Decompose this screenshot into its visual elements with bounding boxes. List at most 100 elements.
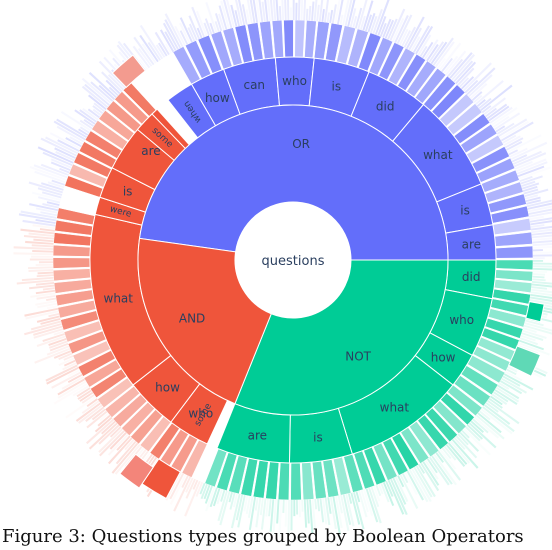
- outer-sliver-or-7[interactable]: [42, 203, 59, 209]
- outer-sliver-and-1[interactable]: [184, 480, 201, 517]
- outer-sliver-not-139[interactable]: [303, 499, 308, 528]
- outer-sliver-or-181[interactable]: [417, 34, 432, 56]
- outer-sliver-not-174[interactable]: [205, 486, 216, 512]
- outer-sliver-or-122[interactable]: [267, 0, 272, 22]
- outer-sliver-and-33[interactable]: [116, 435, 131, 451]
- outer-sliver-not-178[interactable]: [199, 482, 206, 495]
- outer-sliver-not-28[interactable]: [521, 332, 544, 341]
- outer-sliver-or-196[interactable]: [449, 52, 473, 79]
- outer-sliver-or-89[interactable]: [179, 30, 189, 45]
- outer-sliver-or-153[interactable]: [349, 8, 357, 28]
- outer-sliver-not-43[interactable]: [506, 368, 517, 376]
- outer-sliver-and-65[interactable]: [67, 369, 81, 377]
- outer-sliver-or-204[interactable]: [464, 79, 479, 94]
- outer-sliver-and-93[interactable]: [35, 300, 57, 306]
- outer-sliver-and-30[interactable]: [115, 440, 137, 465]
- outer-block-and-3[interactable]: [111, 54, 146, 89]
- outer-sliver-or-167[interactable]: [384, 19, 395, 39]
- outer-sliver-not-46[interactable]: [502, 375, 521, 387]
- outer-sliver-not-104[interactable]: [392, 477, 407, 505]
- outer-sliver-or-43[interactable]: [79, 109, 98, 123]
- outer-sliver-or-18[interactable]: [29, 165, 68, 181]
- outer-sliver-or-30[interactable]: [57, 139, 80, 152]
- outer-sliver-or-187[interactable]: [430, 41, 448, 65]
- outer-sliver-not-117[interactable]: [360, 489, 369, 513]
- outer-sliver-or-10[interactable]: [31, 191, 61, 201]
- outer-sliver-or-93[interactable]: [188, 23, 198, 41]
- outer-sliver-not-84[interactable]: [437, 450, 462, 481]
- outer-sliver-and-100[interactable]: [35, 282, 55, 286]
- outer-sliver-or-166[interactable]: [382, 18, 392, 38]
- outer-sliver-not-108[interactable]: [382, 481, 395, 507]
- outer-sliver-or-120[interactable]: [261, 1, 266, 22]
- outer-sliver-not-114[interactable]: [368, 487, 382, 524]
- outer-sliver-not-63[interactable]: [477, 412, 502, 434]
- outer-sliver-and-61[interactable]: [57, 378, 86, 396]
- outer-sliver-or-44[interactable]: [82, 107, 99, 121]
- outer-sliver-or-87[interactable]: [164, 13, 184, 48]
- outer-sliver-or-110[interactable]: [234, 10, 240, 27]
- outer-sliver-or-85[interactable]: [162, 22, 179, 50]
- outer-sliver-or-145[interactable]: [329, 9, 334, 24]
- outer-sliver-not-7[interactable]: [532, 278, 546, 282]
- outer-sliver-not-2[interactable]: [532, 265, 552, 268]
- outer-sliver-or-139[interactable]: [313, 0, 318, 22]
- outer-sliver-or-173[interactable]: [398, 28, 409, 46]
- outer-sliver-not-86[interactable]: [433, 453, 457, 486]
- outer-sliver-not-50[interactable]: [497, 384, 520, 400]
- outer-sliver-and-80[interactable]: [42, 333, 65, 343]
- outer-sliver-not-176[interactable]: [203, 484, 211, 500]
- outer-sliver-and-28[interactable]: [114, 444, 141, 475]
- outer-sliver-and-92[interactable]: [37, 302, 58, 309]
- outer-sliver-or-237[interactable]: [512, 150, 542, 165]
- outer-sliver-not-134[interactable]: [316, 498, 321, 512]
- outer-sliver-not-172[interactable]: [212, 488, 221, 507]
- outer-sliver-not-47[interactable]: [501, 377, 527, 394]
- outer-sliver-or-222[interactable]: [493, 112, 521, 131]
- outer-sliver-or-183[interactable]: [421, 41, 434, 59]
- outer-sliver-or-168[interactable]: [387, 18, 398, 40]
- outer-sliver-and-59[interactable]: [53, 382, 88, 405]
- subsegment-or-6-2[interactable]: [495, 245, 534, 259]
- outer-sliver-not-158[interactable]: [248, 496, 257, 531]
- outer-sliver-not-136[interactable]: [311, 499, 317, 534]
- outer-sliver-or-134[interactable]: [300, 0, 304, 21]
- outer-sliver-or-198[interactable]: [453, 60, 474, 83]
- outer-sliver-or-254[interactable]: [526, 199, 552, 208]
- subsegment-not-5-0[interactable]: [277, 462, 290, 501]
- outer-sliver-or-60[interactable]: [98, 60, 127, 89]
- outer-sliver-and-83[interactable]: [33, 325, 63, 336]
- outer-sliver-or-115[interactable]: [246, 0, 253, 24]
- outer-sliver-not-173[interactable]: [209, 487, 218, 508]
- outer-sliver-not-74[interactable]: [457, 433, 469, 446]
- outer-sliver-and-115[interactable]: [25, 240, 54, 245]
- outer-sliver-not-123[interactable]: [345, 493, 355, 527]
- outer-sliver-or-77[interactable]: [147, 42, 161, 61]
- outer-sliver-or-158[interactable]: [362, 0, 374, 31]
- outer-sliver-not-26[interactable]: [522, 327, 537, 334]
- outer-sliver-and-112[interactable]: [32, 249, 54, 253]
- outer-sliver-not-155[interactable]: [259, 497, 264, 516]
- outer-sliver-not-90[interactable]: [424, 459, 439, 480]
- outer-sliver-and-6[interactable]: [181, 475, 189, 489]
- outer-sliver-or-265[interactable]: [531, 230, 552, 236]
- outer-sliver-or-151[interactable]: [344, 0, 354, 27]
- outer-sliver-and-63[interactable]: [67, 373, 83, 384]
- outer-sliver-not-167[interactable]: [228, 491, 233, 503]
- outer-sliver-or-37[interactable]: [78, 128, 89, 136]
- outer-sliver-or-199[interactable]: [455, 61, 477, 85]
- outer-sliver-or-203[interactable]: [462, 62, 492, 92]
- outer-sliver-not-169[interactable]: [217, 490, 228, 522]
- outer-sliver-not-149[interactable]: [276, 499, 280, 524]
- outer-sliver-or-20[interactable]: [40, 163, 69, 176]
- outer-sliver-or-14[interactable]: [40, 182, 64, 191]
- outer-sliver-or-136[interactable]: [305, 8, 309, 21]
- outer-sliver-not-82[interactable]: [441, 447, 452, 460]
- outer-sliver-or-176[interactable]: [405, 16, 425, 50]
- outer-sliver-or-271[interactable]: [532, 249, 543, 252]
- outer-sliver-and-105[interactable]: [28, 269, 54, 272]
- outer-sliver-not-69[interactable]: [466, 424, 483, 440]
- outer-sliver-and-4[interactable]: [185, 477, 194, 493]
- outer-sliver-or-205[interactable]: [466, 67, 496, 96]
- outer-sliver-and-69[interactable]: [63, 359, 76, 367]
